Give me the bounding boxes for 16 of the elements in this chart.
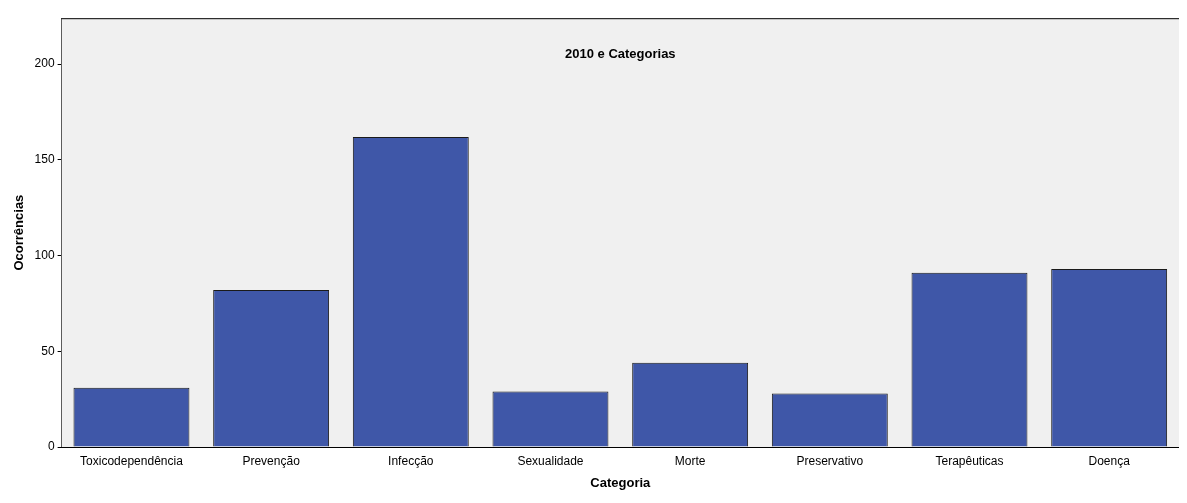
y-tick-label: 100: [34, 247, 55, 262]
text: 2010 e Categorias: [565, 46, 676, 62]
y-tick-label: 0: [47, 439, 55, 454]
x-tick-label: Prevenção: [242, 453, 301, 468]
y-tick-label: 150: [34, 152, 55, 167]
x-tick-label: Terapêuticas: [935, 453, 1004, 468]
x-tick-label: Infecção: [388, 453, 434, 468]
x-tick-label: Morte: [674, 453, 706, 468]
y-tick-label: 200: [34, 56, 55, 71]
y-tick-label: 50: [41, 343, 55, 358]
x-axis-title: Categoria: [590, 474, 652, 490]
x-tick-label: Sexualidade: [517, 453, 584, 468]
x-tick-label: Doença: [1088, 453, 1131, 468]
y-axis-title: Ocorrências: [11, 194, 27, 271]
x-tick-label: Preservativo: [796, 453, 864, 468]
x-tick-label: Toxicodependência: [80, 453, 184, 468]
